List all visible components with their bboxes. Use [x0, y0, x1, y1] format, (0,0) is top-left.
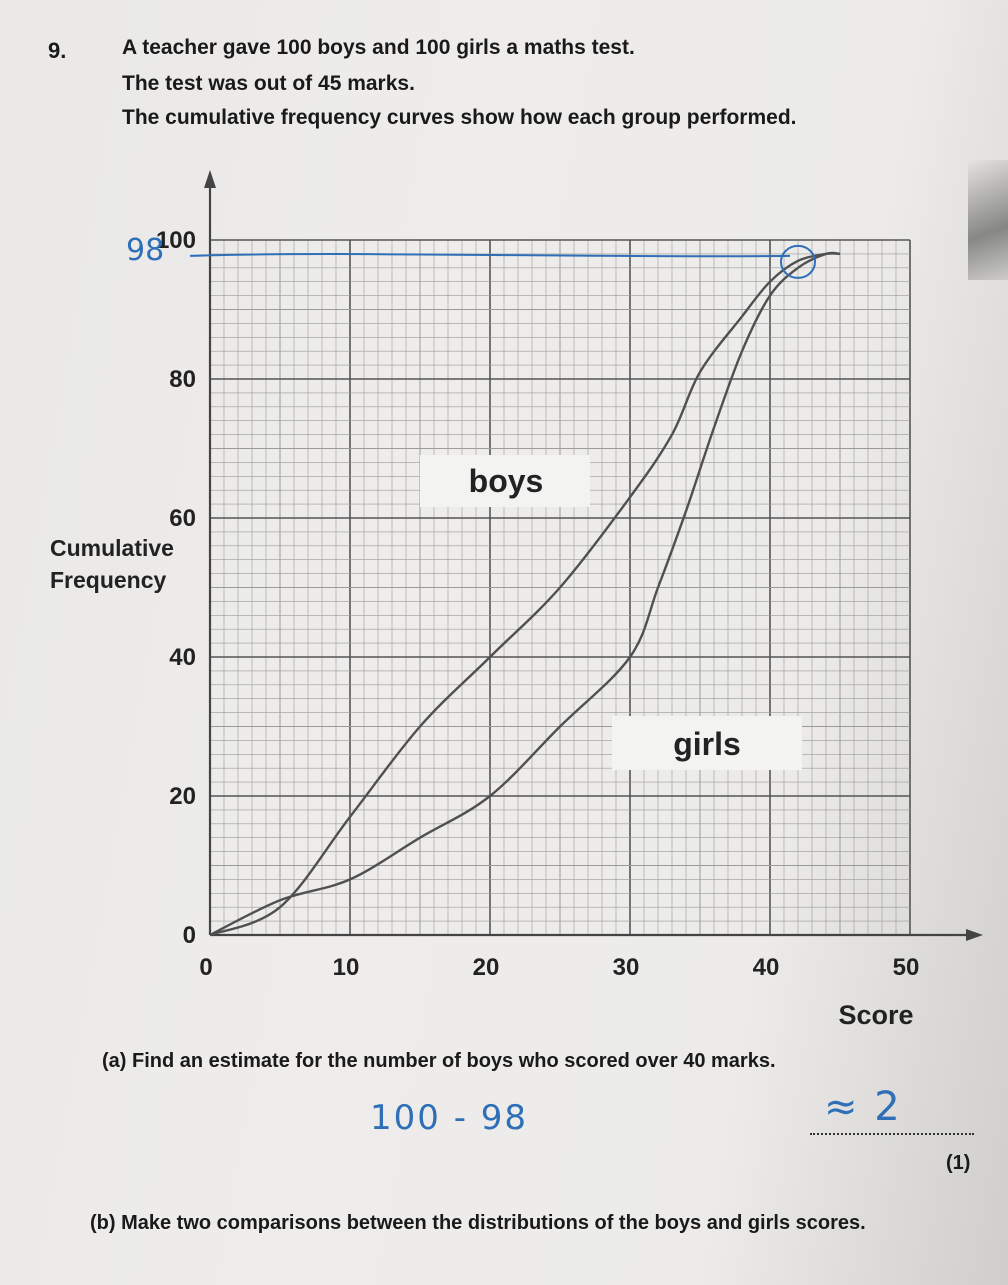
- handwritten-annotations: 98: [126, 233, 816, 279]
- x-tick-label: 10: [333, 954, 360, 981]
- y-tick-label: 100: [156, 227, 196, 254]
- ink-value-98: 98: [126, 233, 164, 268]
- ink-circle: [780, 244, 816, 279]
- part-a-marks: (1): [946, 1152, 971, 1174]
- series-label-girls: girls: [673, 726, 741, 762]
- part-b-question: (b) Make two comparisons between the dis…: [90, 1212, 866, 1234]
- x-tick-label: 40: [753, 954, 780, 981]
- y-tick-label: 80: [169, 366, 196, 393]
- x-axis-label: Score: [838, 1000, 913, 1030]
- y-axis-label-line-2: Frequency: [50, 567, 167, 593]
- chart-tick-labels: 0 10 20 30 40 50 0 20 40 60 80 100: [156, 227, 919, 981]
- boys-label-bg: [420, 455, 590, 507]
- y-axis-arrow: [204, 170, 216, 188]
- x-axis-arrow: [966, 929, 983, 941]
- part-a-answer: ≈ 2: [824, 1084, 902, 1130]
- y-tick-label: 60: [169, 505, 196, 532]
- x-tick-label: 20: [473, 954, 500, 981]
- girls-label-bg: [612, 716, 802, 770]
- part-a-question: (a) Find an estimate for the number of b…: [102, 1050, 776, 1072]
- cumulative-frequency-chart: 0 10 20 30 40 50 0 20 40 60 80 100 Cumulative Freque…: [50, 170, 983, 1030]
- chart-labels: Cumulative Frequency Score boys girls: [50, 455, 914, 1030]
- x-tick-label: 0: [199, 954, 212, 981]
- part-a-working: 100 - 98: [370, 1098, 529, 1138]
- chart-axes: [204, 170, 983, 941]
- x-tick-label: 50: [893, 954, 920, 981]
- question-line-3: The cumulative frequency curves show how…: [122, 106, 797, 129]
- curve-boys: [209, 252, 841, 937]
- series-label-boys: boys: [469, 463, 544, 499]
- question-number: 9.: [48, 38, 67, 63]
- y-tick-label: 40: [169, 644, 196, 671]
- page-shadow: [968, 160, 1008, 280]
- curve-girls: [209, 251, 841, 937]
- y-tick-label: 20: [169, 783, 196, 810]
- y-tick-label: 0: [183, 922, 196, 949]
- question-line-1: A teacher gave 100 boys and 100 girls a …: [122, 36, 635, 59]
- chart-curves: [209, 251, 841, 937]
- y-axis-label-line-1: Cumulative: [50, 535, 174, 561]
- answer-line: [810, 1133, 974, 1135]
- question-line-2: The test was out of 45 marks.: [122, 72, 415, 95]
- x-tick-label: 30: [613, 954, 640, 981]
- ink-line-98: [189, 253, 791, 258]
